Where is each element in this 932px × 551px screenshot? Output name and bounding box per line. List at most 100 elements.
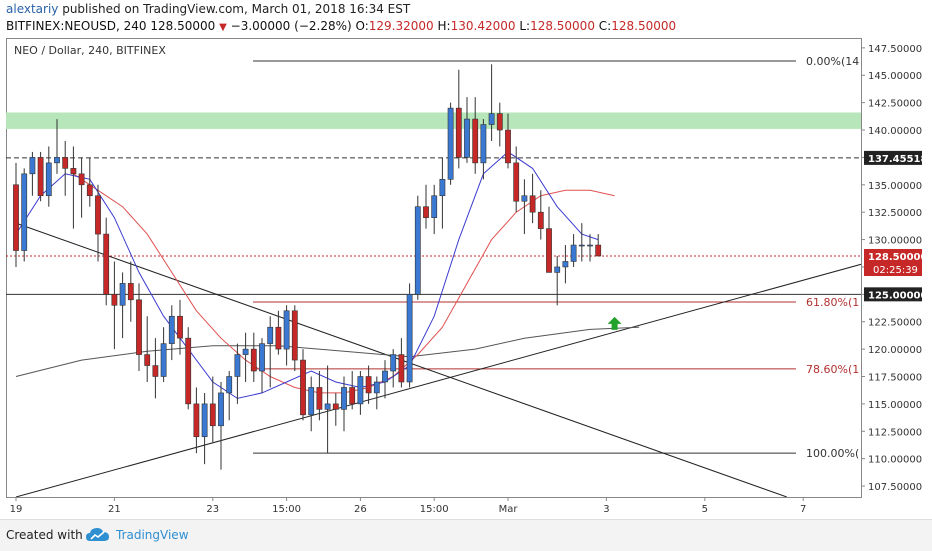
y-tick-label: 110.00000 [868, 455, 922, 466]
candle-body [316, 387, 323, 410]
high-value: 130.42000 [450, 19, 516, 33]
low-value: 128.50000 [530, 19, 595, 33]
price-tag-resistance-bg [864, 150, 922, 165]
x-tick-label: 26 [354, 504, 367, 515]
candle-body [103, 233, 110, 295]
chart-container[interactable]: 0.00%(14 61.80%(1 78.60%(1 100.00%( NEO / Do… [6, 38, 928, 523]
y-tick-label: 140.00000 [868, 126, 922, 137]
plot-area [6, 38, 862, 498]
candle-body [537, 211, 544, 229]
candle-body [78, 173, 85, 186]
candle-body [587, 244, 593, 247]
last-price: 128.50000 [150, 19, 216, 33]
tradingview-brand[interactable]: TradingView [116, 528, 189, 542]
candle-body [111, 294, 118, 306]
candle-body [464, 118, 470, 158]
close-value: 128.50000 [611, 19, 677, 33]
y-tick-label: 130.00000 [868, 236, 922, 247]
price-tag-last: 128.50000 [868, 252, 926, 263]
candle-body [357, 376, 364, 405]
y-tick-label: 112.50000 [868, 427, 922, 438]
candle-body [488, 113, 495, 125]
candle-body [546, 228, 552, 273]
candle-body [218, 392, 224, 427]
moving-average-gray [15, 326, 640, 377]
x-tick-label: 15:00 [272, 504, 301, 515]
candle-body [29, 157, 36, 175]
candle-body [324, 403, 331, 410]
x-tick-label: 15:00 [420, 504, 449, 515]
candle-body [496, 113, 503, 131]
candle-body [70, 168, 77, 175]
fib-level-label: 61.80%(1 [806, 296, 859, 309]
candle-body [595, 244, 602, 257]
candle-body [193, 403, 200, 438]
candle-body [275, 326, 282, 350]
candle-body [177, 315, 183, 339]
candle-body [365, 376, 372, 394]
publish-text: published on TradingView.com, March 01, … [58, 2, 411, 16]
open-value: 129.32000 [368, 19, 434, 33]
price-change: −3.00000 (−2.28%) [230, 19, 352, 33]
candle-body [341, 387, 347, 410]
fib-level-label: 100.00%( [806, 447, 859, 460]
candle-body [455, 107, 462, 158]
fib-level-label: 78.60%(1 [806, 363, 859, 376]
candle-body [439, 179, 446, 197]
candle-body [54, 157, 60, 164]
candle-body [578, 244, 585, 247]
candle-body [562, 261, 569, 268]
low-label: L: [519, 19, 531, 33]
up-arrow-icon [607, 316, 622, 330]
candle-body [390, 354, 397, 372]
y-tick-label: 115.00000 [868, 400, 922, 411]
candle-body [300, 359, 306, 416]
y-tick-label: 122.50000 [868, 318, 922, 329]
candle-body [332, 403, 339, 410]
price-tag-resistance: 137.45518 [868, 154, 926, 165]
publish-info: alextariy published on TradingView.com, … [6, 2, 410, 16]
price-tag-support: 125.00000 [868, 290, 926, 301]
candle-body [521, 195, 528, 202]
candle-body [554, 266, 561, 273]
candle-body [373, 381, 380, 394]
fib-level-label: 0.00%(14 [806, 55, 859, 68]
candle-body [406, 294, 413, 383]
candle-body [283, 310, 290, 350]
trendline [15, 263, 861, 497]
candle-body [119, 283, 126, 306]
resistance-zone [6, 112, 861, 129]
chart-title: NEO / Dollar, 240, BITFINEX [14, 44, 166, 57]
candle-body [431, 195, 438, 218]
price-chart[interactable]: 0.00%(14 61.80%(1 78.60%(1 100.00%( NEO / Do… [6, 38, 928, 519]
author-link[interactable]: alextariy [6, 2, 59, 16]
price-tag-support-bg [864, 287, 922, 302]
y-tick-label: 142.50000 [868, 99, 922, 110]
candle-body [209, 403, 216, 427]
y-tick-label: 117.50000 [868, 372, 922, 383]
candle-body [480, 124, 487, 164]
candle-body [185, 337, 192, 405]
candle-body [259, 343, 265, 372]
x-tick-label: 23 [206, 504, 219, 515]
high-label: H: [437, 19, 451, 33]
countdown-bg [864, 262, 922, 276]
candle-body [95, 195, 101, 235]
candle-body [447, 107, 454, 180]
x-tick-label: 5 [702, 504, 708, 515]
candle-body [513, 162, 520, 202]
candle-body [13, 184, 19, 251]
candle-body [242, 348, 249, 355]
candle-body [127, 283, 134, 301]
candle-body [144, 354, 151, 366]
candle-body [414, 206, 421, 295]
y-tick-label: 135.00000 [868, 181, 922, 192]
y-tick-label: 147.50000 [868, 44, 922, 55]
candle-body [62, 157, 69, 169]
candle-body [505, 129, 511, 164]
price-tag-last-bg [864, 248, 922, 263]
candle-body [160, 343, 167, 377]
candle-body [349, 387, 356, 405]
candle-body [168, 315, 175, 344]
tradingview-cloud-icon [86, 528, 109, 541]
